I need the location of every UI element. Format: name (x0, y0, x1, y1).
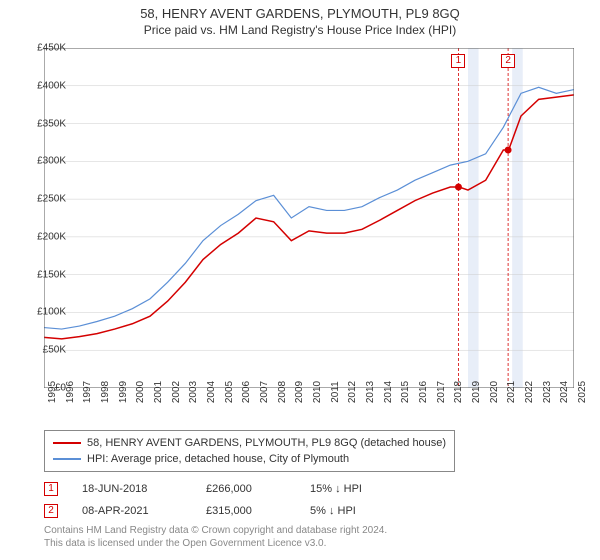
xtick-label: 2025 (577, 381, 588, 403)
xtick-label: 2013 (365, 381, 376, 403)
sale-hpi-1: 15% ↓ HPI (310, 483, 390, 495)
xtick-label: 2001 (153, 381, 164, 403)
sale-date-2: 08-APR-2021 (82, 505, 182, 517)
xtick-label: 1996 (65, 381, 76, 403)
xtick-label: 2023 (542, 381, 553, 403)
xtick-label: 2004 (206, 381, 217, 403)
xtick-label: 2012 (347, 381, 358, 403)
xtick-label: 2016 (418, 381, 429, 403)
ytick-label: £0 (26, 383, 66, 394)
xtick-label: 2020 (489, 381, 500, 403)
sale-row-2: 2 08-APR-2021 £315,000 5% ↓ HPI (44, 500, 390, 522)
xtick-label: 1995 (47, 381, 58, 403)
sale-hpi-2: 5% ↓ HPI (310, 505, 390, 517)
footer-line-2: This data is licensed under the Open Gov… (44, 537, 387, 550)
container: 58, HENRY AVENT GARDENS, PLYMOUTH, PL9 8… (0, 0, 600, 560)
footer: Contains HM Land Registry data © Crown c… (44, 524, 387, 550)
chart-marker-label: 2 (501, 54, 515, 68)
chart-subtitle: Price paid vs. HM Land Registry's House … (0, 23, 600, 37)
legend-swatch-property (53, 442, 81, 444)
ytick-label: £150K (26, 269, 66, 280)
sale-marker-1: 1 (44, 482, 58, 496)
ytick-label: £300K (26, 156, 66, 167)
ytick-label: £50K (26, 345, 66, 356)
ytick-label: £350K (26, 118, 66, 129)
xtick-label: 2008 (277, 381, 288, 403)
xtick-label: 1997 (82, 381, 93, 403)
xtick-label: 2024 (559, 381, 570, 403)
ytick-label: £250K (26, 194, 66, 205)
xtick-label: 2009 (294, 381, 305, 403)
legend-label-hpi: HPI: Average price, detached house, City… (87, 453, 349, 465)
legend-item-hpi: HPI: Average price, detached house, City… (53, 451, 446, 467)
xtick-label: 2002 (171, 381, 182, 403)
xtick-label: 2021 (506, 381, 517, 403)
xtick-label: 2022 (524, 381, 535, 403)
xtick-label: 2019 (471, 381, 482, 403)
xtick-label: 2011 (330, 381, 341, 403)
chart-title: 58, HENRY AVENT GARDENS, PLYMOUTH, PL9 8… (0, 6, 600, 21)
chart (44, 48, 574, 388)
xtick-label: 1998 (100, 381, 111, 403)
header: 58, HENRY AVENT GARDENS, PLYMOUTH, PL9 8… (0, 0, 600, 37)
ytick-label: £100K (26, 307, 66, 318)
xtick-label: 2006 (241, 381, 252, 403)
xtick-label: 2003 (188, 381, 199, 403)
footer-line-1: Contains HM Land Registry data © Crown c… (44, 524, 387, 537)
sale-date-1: 18-JUN-2018 (82, 483, 182, 495)
sales-table: 1 18-JUN-2018 £266,000 15% ↓ HPI 2 08-AP… (44, 478, 390, 522)
sale-marker-2: 2 (44, 504, 58, 518)
xtick-label: 1999 (118, 381, 129, 403)
ytick-label: £400K (26, 80, 66, 91)
legend-swatch-hpi (53, 458, 81, 460)
ytick-label: £200K (26, 231, 66, 242)
sale-price-1: £266,000 (206, 483, 286, 495)
xtick-label: 2010 (312, 381, 323, 403)
legend: 58, HENRY AVENT GARDENS, PLYMOUTH, PL9 8… (44, 430, 455, 472)
xtick-label: 2015 (400, 381, 411, 403)
legend-item-property: 58, HENRY AVENT GARDENS, PLYMOUTH, PL9 8… (53, 435, 446, 451)
xtick-label: 2017 (436, 381, 447, 403)
chart-marker-label: 1 (451, 54, 465, 68)
ytick-label: £450K (26, 43, 66, 54)
xtick-label: 2018 (453, 381, 464, 403)
xtick-label: 2007 (259, 381, 270, 403)
sale-row-1: 1 18-JUN-2018 £266,000 15% ↓ HPI (44, 478, 390, 500)
xtick-label: 2000 (135, 381, 146, 403)
xtick-label: 2005 (224, 381, 235, 403)
sale-price-2: £315,000 (206, 505, 286, 517)
xtick-label: 2014 (383, 381, 394, 403)
legend-label-property: 58, HENRY AVENT GARDENS, PLYMOUTH, PL9 8… (87, 437, 446, 449)
